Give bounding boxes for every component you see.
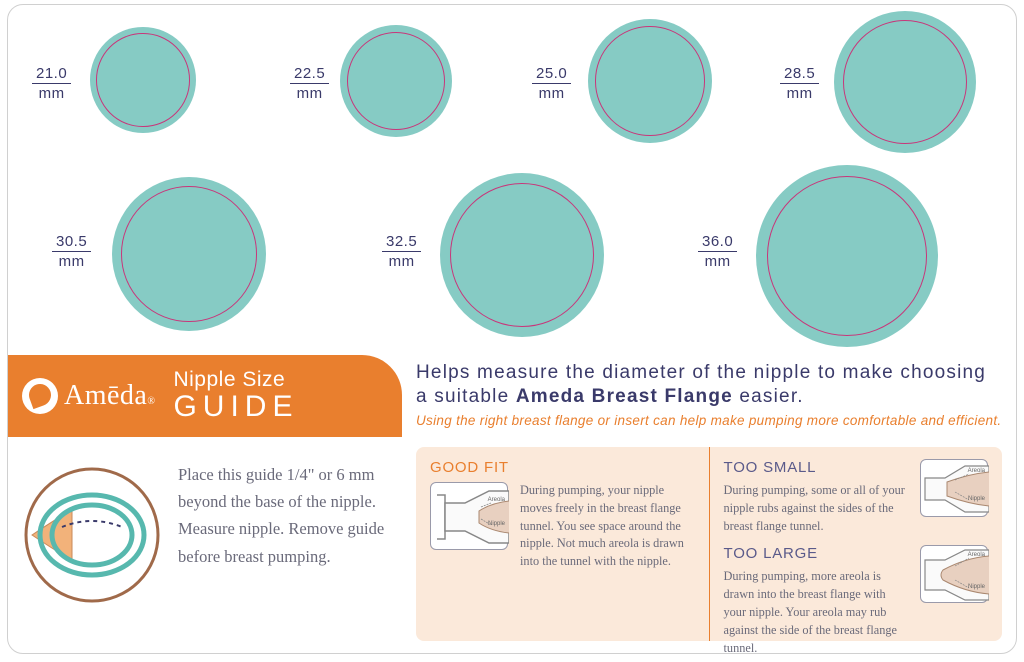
title-bar: Amēda® Nipple Size GUIDE bbox=[8, 355, 402, 437]
areola-label: Areola bbox=[488, 497, 505, 503]
too-large-text: During pumping, more areola is drawn int… bbox=[724, 568, 909, 654]
good-fit-title: GOOD FIT bbox=[430, 459, 695, 476]
measurement-diagram bbox=[22, 465, 162, 605]
too-small-title: TOO SMALL bbox=[724, 459, 909, 476]
title-line-2: GUIDE bbox=[173, 391, 298, 423]
good-fit-diagram: Areola Nipple bbox=[430, 482, 508, 550]
size-circle-21.0 bbox=[90, 27, 196, 133]
size-label-25.0: 25.0mm bbox=[532, 65, 571, 102]
size-label-28.5: 28.5mm bbox=[780, 65, 819, 102]
brand-registered: ® bbox=[147, 396, 155, 407]
brand-text: Amēda bbox=[64, 380, 147, 411]
brand-logo-icon bbox=[22, 378, 58, 414]
too-small-diagram: Areola Nipple bbox=[920, 459, 988, 517]
brand-logo: Amēda® bbox=[22, 378, 155, 414]
size-circle-22.5 bbox=[340, 25, 452, 137]
size-label-32.5: 32.5mm bbox=[382, 233, 421, 270]
bad-fit-column: TOO SMALL During pumping, some or all of… bbox=[709, 447, 1003, 641]
bottom-panel: Amēda® Nipple Size GUIDE Helps measure t… bbox=[8, 355, 1016, 653]
size-label-30.5: 30.5mm bbox=[52, 233, 91, 270]
guide-card: 21.0mm 22.5mm 25.0mm 28.5mm 30.5mm 32.5mm 36.0… bbox=[7, 4, 1017, 654]
good-fit-text: During pumping, your nipple moves freely… bbox=[520, 482, 695, 571]
areola-label: Areola bbox=[968, 552, 985, 558]
title-line-1: Nipple Size bbox=[173, 369, 298, 391]
too-small-text: During pumping, some or all of your nipp… bbox=[724, 482, 909, 535]
size-label-22.5: 22.5mm bbox=[290, 65, 329, 102]
size-circle-36.0 bbox=[756, 165, 938, 347]
instructions-block: Place this guide 1/4" or 6 mm beyond the… bbox=[8, 447, 402, 653]
size-label-36.0: 36.0mm bbox=[698, 233, 737, 270]
desc-b: Ameda Breast Flange bbox=[516, 386, 733, 407]
guide-title: Nipple Size GUIDE bbox=[173, 369, 298, 423]
size-label-21.0: 21.0mm bbox=[32, 65, 71, 102]
size-circle-25.0 bbox=[588, 19, 712, 143]
size-circle-28.5 bbox=[834, 11, 976, 153]
description: Helps measure the diameter of the nipple… bbox=[416, 361, 1002, 428]
nipple-label: Nipple bbox=[968, 584, 985, 590]
nipple-label: Nipple bbox=[968, 496, 985, 502]
description-main: Helps measure the diameter of the nipple… bbox=[416, 361, 1002, 409]
size-circle-30.5 bbox=[112, 177, 266, 331]
description-italic: Using the right breast flange or insert … bbox=[416, 413, 1002, 428]
too-large-title: TOO LARGE bbox=[724, 545, 909, 562]
good-fit-column: GOOD FIT Areola Nipple During pump bbox=[416, 447, 709, 641]
desc-c: easier. bbox=[733, 386, 804, 407]
areola-label: Areola bbox=[968, 468, 985, 474]
too-large-diagram: Areola Nipple bbox=[920, 545, 988, 603]
brand-name: Amēda® bbox=[64, 380, 155, 412]
instructions-text: Place this guide 1/4" or 6 mm beyond the… bbox=[178, 457, 392, 570]
nipple-label: Nipple bbox=[488, 521, 505, 527]
fit-panel: GOOD FIT Areola Nipple During pump bbox=[416, 447, 1002, 641]
size-circle-32.5 bbox=[440, 173, 604, 337]
